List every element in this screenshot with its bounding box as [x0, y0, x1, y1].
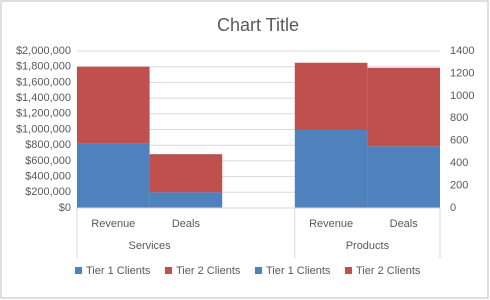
legend-swatch: [75, 267, 82, 274]
bar: [367, 146, 440, 208]
y-tick-label: $2,000,000: [16, 45, 71, 57]
y-tick-label: $1,800,000: [16, 61, 71, 73]
bar: [294, 62, 368, 130]
group-label: Products: [346, 240, 390, 252]
y-tick-label: $1,000,000: [16, 123, 71, 135]
legend-label: Tier 1 Clients: [86, 265, 151, 277]
bar: [294, 129, 368, 208]
legend-swatch: [165, 267, 172, 274]
y-tick-label: $1,400,000: [16, 92, 71, 104]
y-tick-label: $400,000: [25, 171, 71, 183]
y-tick-label: $600,000: [25, 155, 71, 167]
bar: [77, 143, 150, 208]
y2-tick-label: 400: [450, 157, 468, 169]
y2-tick-label: 800: [450, 112, 468, 124]
legend-label: Tier 2 Clients: [356, 265, 421, 277]
y-tick-label: $1,600,000: [16, 76, 71, 88]
x-tick-label: Deals: [390, 218, 419, 230]
y2-tick-label: 1400: [450, 45, 474, 57]
y2-tick-label: 1200: [450, 67, 474, 79]
legend-label: Tier 1 Clients: [266, 265, 331, 277]
y2-tick-label: 600: [450, 135, 468, 147]
legend-swatch: [255, 267, 262, 274]
x-tick-label: Revenue: [309, 218, 353, 230]
chart-title: Chart Title: [217, 15, 299, 35]
y-tick-label: $0: [59, 202, 71, 214]
y2-tick-label: 200: [450, 179, 468, 191]
x-tick-label: Deals: [172, 218, 201, 230]
x-tick-label: Revenue: [91, 218, 135, 230]
y-tick-label: $200,000: [25, 186, 71, 198]
y2-tick-label: 1000: [450, 90, 474, 102]
bar: [77, 66, 150, 144]
bar: [149, 154, 223, 193]
bar: [367, 67, 440, 147]
y-tick-label: $800,000: [25, 139, 71, 151]
bar: [149, 192, 223, 208]
y-tick-label: $1,200,000: [16, 108, 71, 120]
y2-tick-label: 0: [450, 202, 456, 214]
legend-swatch: [345, 267, 352, 274]
group-label: Services: [129, 240, 172, 252]
legend-label: Tier 2 Clients: [176, 265, 241, 277]
